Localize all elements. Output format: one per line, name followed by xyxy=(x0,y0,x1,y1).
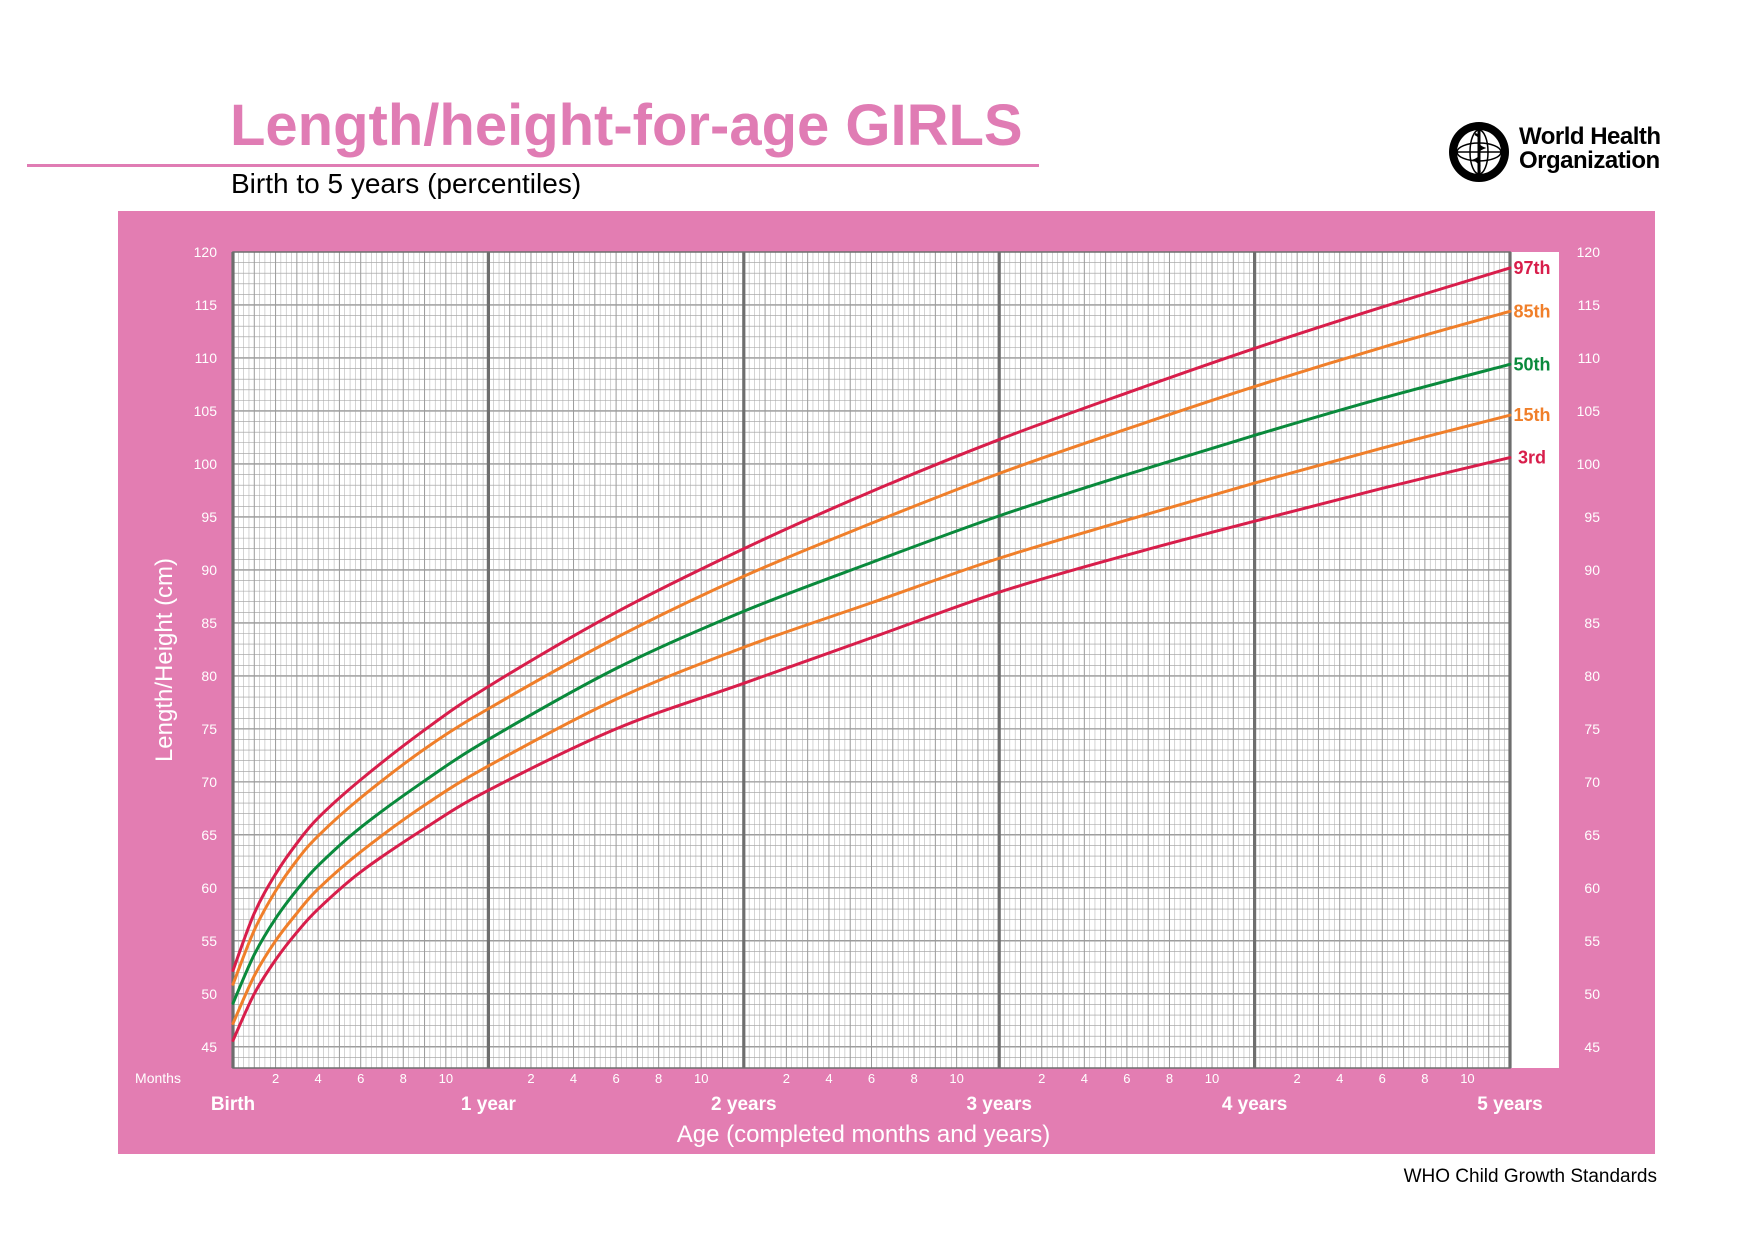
x-month-tick-label: 2 xyxy=(1294,1071,1301,1086)
y-tick-label-left: 60 xyxy=(201,880,217,896)
y-tick-label-right: 50 xyxy=(1584,986,1600,1002)
x-month-tick-label: 2 xyxy=(1038,1071,1045,1086)
who-org-name: World Health Organization xyxy=(1519,125,1661,173)
x-month-tick-label: 10 xyxy=(1460,1071,1474,1086)
x-month-tick-label: 8 xyxy=(910,1071,917,1086)
title-underline xyxy=(27,164,1039,167)
series-line-85th xyxy=(231,309,1512,986)
series-label-85th: 85th xyxy=(1513,301,1550,321)
x-month-tick-label: 8 xyxy=(1166,1071,1173,1086)
x-year-label: 5 years xyxy=(1477,1094,1543,1115)
x-month-tick-label: 10 xyxy=(694,1071,708,1086)
y-tick-label-left: 95 xyxy=(201,509,217,525)
x-month-tick-label: 2 xyxy=(783,1071,790,1086)
x-month-tick-label: 2 xyxy=(527,1071,534,1086)
series-label-3rd: 3rd xyxy=(1518,448,1546,468)
who-emblem-icon xyxy=(1449,122,1509,182)
y-tick-label-left: 70 xyxy=(201,774,217,790)
series-label-97th: 97th xyxy=(1513,258,1550,278)
who-logo: World Health Organization xyxy=(1447,120,1672,184)
y-tick-label-left: 115 xyxy=(195,297,218,313)
x-month-tick-label: 6 xyxy=(357,1071,364,1086)
y-tick-label-left: 120 xyxy=(194,244,218,260)
y-tick-label-right: 80 xyxy=(1584,668,1600,684)
x-month-tick-label: 8 xyxy=(400,1071,407,1086)
x-month-tick-label: 6 xyxy=(612,1071,619,1086)
x-year-label: 1 year xyxy=(461,1094,517,1115)
y-tick-label-left: 85 xyxy=(201,615,217,631)
y-tick-label-right: 85 xyxy=(1584,615,1600,631)
y-tick-label-left: 75 xyxy=(201,721,217,737)
footer-source: WHO Child Growth Standards xyxy=(1403,1166,1657,1187)
y-tick-label-right: 105 xyxy=(1577,403,1601,419)
y-tick-label-right: 100 xyxy=(1577,456,1601,472)
y-tick-label-left: 90 xyxy=(201,562,217,578)
x-month-tick-label: 8 xyxy=(1421,1071,1428,1086)
y-tick-label-right: 95 xyxy=(1584,509,1600,525)
x-month-tick-label: 4 xyxy=(1336,1071,1343,1086)
page-subtitle: Birth to 5 years (percentiles) xyxy=(231,168,582,199)
x-year-label: Birth xyxy=(211,1094,255,1115)
x-month-tick-label: 4 xyxy=(825,1071,832,1086)
y-tick-label-right: 65 xyxy=(1584,827,1600,843)
y-tick-label-left: 50 xyxy=(201,986,217,1002)
x-month-tick-label: 8 xyxy=(655,1071,662,1086)
y-tick-label-left: 110 xyxy=(195,350,218,366)
x-month-tick-label: 2 xyxy=(272,1071,279,1086)
plot-border xyxy=(232,251,1511,1069)
series-line-97th xyxy=(231,266,1512,973)
y-tick-label-left: 105 xyxy=(194,403,218,419)
y-tick-label-left: 80 xyxy=(201,668,217,684)
x-month-tick-label: 4 xyxy=(315,1071,322,1086)
y-tick-label-right: 115 xyxy=(1578,297,1601,313)
series-label-15th: 15th xyxy=(1513,405,1550,425)
page-title: Length/height-for-age GIRLS xyxy=(230,93,1023,158)
x-month-tick-label: 10 xyxy=(949,1071,963,1086)
x-axis-months-label: Months xyxy=(135,1070,181,1086)
y-tick-label-right: 90 xyxy=(1584,562,1600,578)
y-tick-label-right: 120 xyxy=(1577,244,1601,260)
series-line-50th xyxy=(231,362,1512,1005)
x-month-tick-label: 10 xyxy=(1205,1071,1219,1086)
series-line-15th xyxy=(231,413,1512,1025)
x-month-tick-label: 4 xyxy=(570,1071,577,1086)
x-axis-title: Age (completed months and years) xyxy=(677,1121,1051,1148)
x-month-tick-label: 6 xyxy=(868,1071,875,1086)
series-line-3rd xyxy=(231,456,1512,1042)
y-tick-label-left: 65 xyxy=(201,827,217,843)
y-tick-label-right: 75 xyxy=(1584,721,1600,737)
y-tick-label-right: 60 xyxy=(1584,880,1600,896)
y-tick-label-left: 55 xyxy=(201,933,217,949)
y-tick-label-left: 45 xyxy=(201,1039,217,1055)
y-tick-label-right: 45 xyxy=(1584,1039,1600,1055)
who-org-name-line2: Organization xyxy=(1519,147,1660,174)
series-label-50th: 50th xyxy=(1513,354,1550,374)
y-tick-label-left: 100 xyxy=(194,456,218,472)
x-year-label: 3 years xyxy=(966,1094,1032,1115)
x-month-tick-label: 6 xyxy=(1123,1071,1130,1086)
who-org-name-line1: World Health xyxy=(1519,123,1661,150)
x-year-label: 4 years xyxy=(1222,1094,1288,1115)
x-month-tick-label: 6 xyxy=(1379,1071,1386,1086)
y-tick-label-right: 55 xyxy=(1584,933,1600,949)
y-tick-label-right: 110 xyxy=(1578,350,1601,366)
y-tick-label-right: 70 xyxy=(1584,774,1600,790)
x-year-label: 2 years xyxy=(711,1094,777,1115)
y-axis-title: Length/Height (cm) xyxy=(151,558,178,762)
x-month-tick-label: 10 xyxy=(439,1071,453,1086)
x-month-tick-label: 4 xyxy=(1081,1071,1088,1086)
label-strip xyxy=(1511,252,1559,1068)
